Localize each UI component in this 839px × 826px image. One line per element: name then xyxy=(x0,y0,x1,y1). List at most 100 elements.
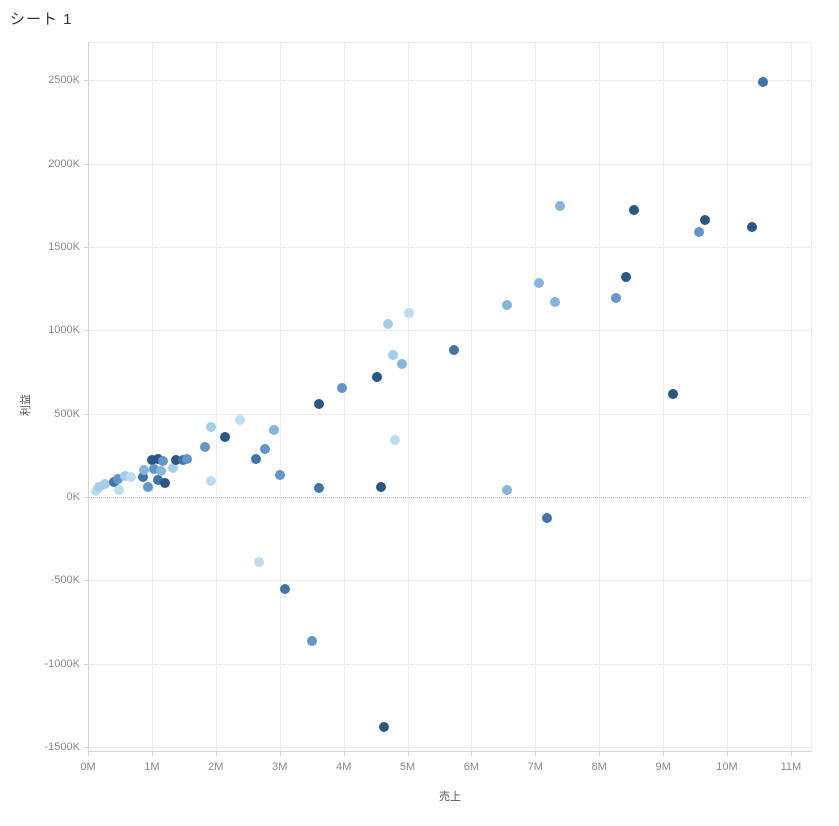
data-point[interactable] xyxy=(396,358,407,369)
data-point[interactable] xyxy=(746,221,757,232)
data-point[interactable] xyxy=(155,466,166,477)
y-tick-mark xyxy=(84,413,88,415)
x-tick-label: 10M xyxy=(716,761,738,773)
data-point[interactable] xyxy=(146,455,157,466)
x-tick-mark xyxy=(279,752,281,756)
gridline-vertical xyxy=(727,42,728,752)
data-point[interactable] xyxy=(158,455,169,466)
data-point[interactable] xyxy=(668,388,679,399)
x-tick-label: 11M xyxy=(780,761,802,773)
data-point[interactable] xyxy=(376,482,387,492)
x-tick-mark xyxy=(151,752,153,756)
gridline-vertical xyxy=(407,42,409,752)
x-tick-label: 7M xyxy=(527,761,543,773)
x-tick-label: 8M xyxy=(591,761,607,773)
data-point[interactable] xyxy=(268,424,279,435)
gridline-horizontal xyxy=(88,580,812,582)
data-point[interactable] xyxy=(153,474,164,485)
data-point[interactable] xyxy=(260,443,270,454)
gridline-vertical xyxy=(471,42,473,752)
gridline-horizontal xyxy=(88,413,812,415)
data-point[interactable] xyxy=(143,482,154,493)
data-point[interactable] xyxy=(502,484,513,495)
x-tick-mark xyxy=(215,752,217,756)
data-point[interactable] xyxy=(138,464,149,475)
data-point[interactable] xyxy=(542,512,553,523)
gridline-vertical xyxy=(535,42,537,752)
data-point[interactable] xyxy=(205,421,216,432)
gridline-vertical xyxy=(151,42,153,752)
gridline-horizontal xyxy=(88,163,812,165)
data-point[interactable] xyxy=(205,475,216,486)
data-point[interactable] xyxy=(251,454,262,465)
data-point[interactable] xyxy=(137,472,148,483)
data-point[interactable] xyxy=(621,271,632,282)
data-point[interactable] xyxy=(383,318,394,329)
x-tick-label: 3M xyxy=(272,761,288,773)
y-tick-label: 2500K xyxy=(48,74,80,87)
x-tick-label: 2M xyxy=(208,761,224,773)
y-axis-title: 利益 xyxy=(20,394,32,416)
data-point[interactable] xyxy=(274,469,285,480)
data-point[interactable] xyxy=(120,470,131,481)
data-point[interactable] xyxy=(629,205,640,216)
data-point[interactable] xyxy=(113,473,124,484)
x-axis-title: 売上 xyxy=(439,791,461,803)
x-tick-label: 4M xyxy=(335,761,352,773)
data-point[interactable] xyxy=(555,201,566,212)
data-point[interactable] xyxy=(219,431,230,442)
data-point[interactable] xyxy=(313,398,324,409)
data-point[interactable] xyxy=(501,299,512,310)
y-tick-label: -500K xyxy=(50,574,80,587)
x-tick-label: 9M xyxy=(655,761,671,773)
x-tick-label: 5M xyxy=(399,761,416,773)
data-point[interactable] xyxy=(113,485,124,496)
gridline-horizontal xyxy=(88,247,812,248)
data-point[interactable] xyxy=(93,481,104,492)
gridline-vertical xyxy=(599,42,601,752)
data-point[interactable] xyxy=(306,635,317,646)
data-point[interactable] xyxy=(313,482,324,493)
data-point[interactable] xyxy=(372,371,383,382)
data-point[interactable] xyxy=(378,721,389,732)
data-point[interactable] xyxy=(199,441,210,452)
y-tick-label: 500K xyxy=(54,407,80,420)
data-point[interactable] xyxy=(160,477,171,488)
data-point[interactable] xyxy=(387,349,398,360)
y-tick-mark xyxy=(84,497,88,498)
data-point[interactable] xyxy=(693,227,704,238)
data-point[interactable] xyxy=(171,454,182,465)
y-tick-mark xyxy=(84,580,88,582)
y-tick-label: 2000K xyxy=(48,157,80,170)
data-point[interactable] xyxy=(390,434,401,445)
gridline-vertical xyxy=(663,42,665,752)
x-tick-mark xyxy=(407,752,409,756)
gridline-vertical xyxy=(279,42,281,752)
data-point[interactable] xyxy=(100,478,111,489)
data-point[interactable] xyxy=(757,77,768,88)
plot-area[interactable] xyxy=(88,42,812,752)
data-point[interactable] xyxy=(403,307,414,318)
data-point[interactable] xyxy=(152,454,163,465)
x-tick-mark xyxy=(471,752,473,756)
data-point[interactable] xyxy=(167,462,178,473)
y-tick-label: -1500K xyxy=(44,741,80,753)
data-point[interactable] xyxy=(448,344,459,355)
data-point[interactable] xyxy=(279,583,290,594)
data-point[interactable] xyxy=(700,215,711,226)
data-point[interactable] xyxy=(336,382,347,393)
data-point[interactable] xyxy=(253,556,264,567)
data-point[interactable] xyxy=(182,453,193,464)
data-point[interactable] xyxy=(149,463,160,474)
x-tick-label: 1M xyxy=(144,761,160,773)
data-point[interactable] xyxy=(550,296,561,307)
data-point[interactable] xyxy=(534,277,545,288)
y-tick-mark xyxy=(84,163,88,165)
gridline-horizontal xyxy=(88,747,812,748)
y-tick-mark xyxy=(84,747,88,748)
data-point[interactable] xyxy=(235,414,246,425)
data-point[interactable] xyxy=(611,292,622,303)
y-tick-mark xyxy=(84,330,88,332)
data-point[interactable] xyxy=(125,471,136,482)
